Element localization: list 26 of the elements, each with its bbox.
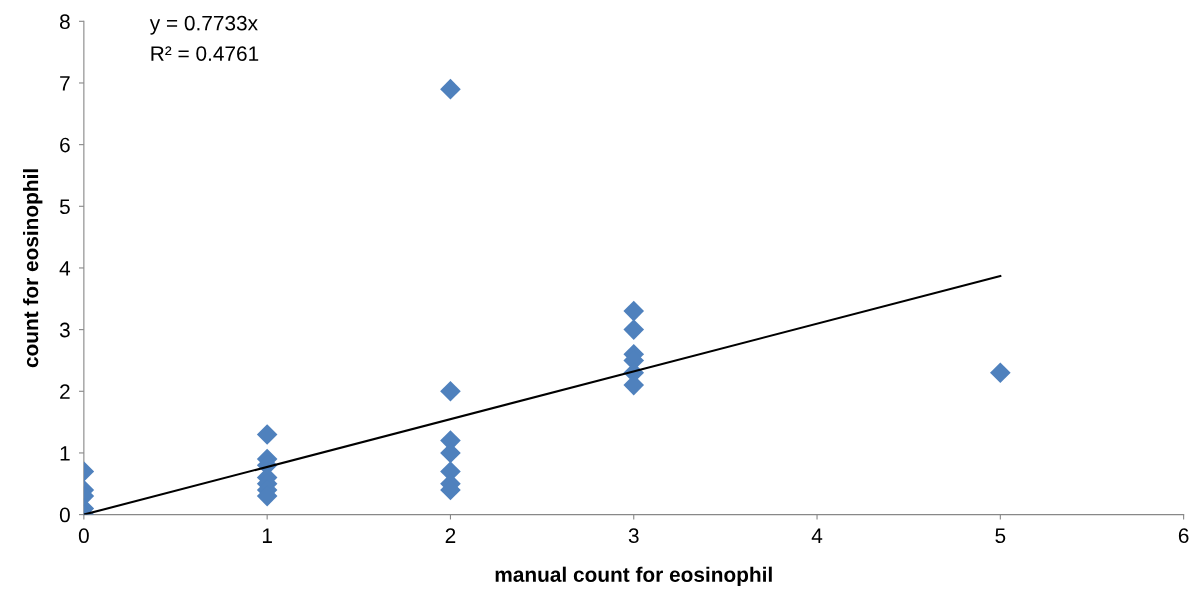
- x-tick-label: 0: [78, 528, 89, 544]
- point: [990, 362, 1011, 384]
- point: [440, 78, 461, 100]
- x-tick-label: 4: [811, 528, 823, 543]
- y-axis-title: count for eosinophil: [22, 169, 43, 368]
- y-tick-label: 2: [60, 384, 70, 399]
- x-tick-label: 2: [445, 528, 456, 543]
- x-tick-label: 5: [995, 528, 1006, 544]
- x-tick-label: 3: [628, 528, 639, 544]
- x-axis-title: manual count for eosinophil: [495, 566, 772, 587]
- point: [440, 380, 461, 402]
- x-tick-label: 1: [262, 528, 272, 543]
- y-tick-label: 8: [59, 14, 70, 30]
- point: [623, 319, 645, 340]
- x-tick-label: 6: [1178, 528, 1189, 544]
- y-tick-label: 0: [59, 507, 70, 523]
- y-tick-label: 3: [59, 322, 70, 338]
- y-tick-label: 6: [60, 137, 70, 153]
- point: [623, 300, 645, 322]
- annotation: y = 0.7733x: [149, 15, 258, 35]
- y-tick-label: 5: [59, 199, 70, 215]
- annotation: R² = 0.4761: [151, 46, 259, 61]
- y-tick-label: 7: [60, 76, 70, 91]
- point: [256, 424, 278, 445]
- y-tick-label: 4: [59, 261, 71, 276]
- y-tick-label: 1: [60, 446, 70, 461]
